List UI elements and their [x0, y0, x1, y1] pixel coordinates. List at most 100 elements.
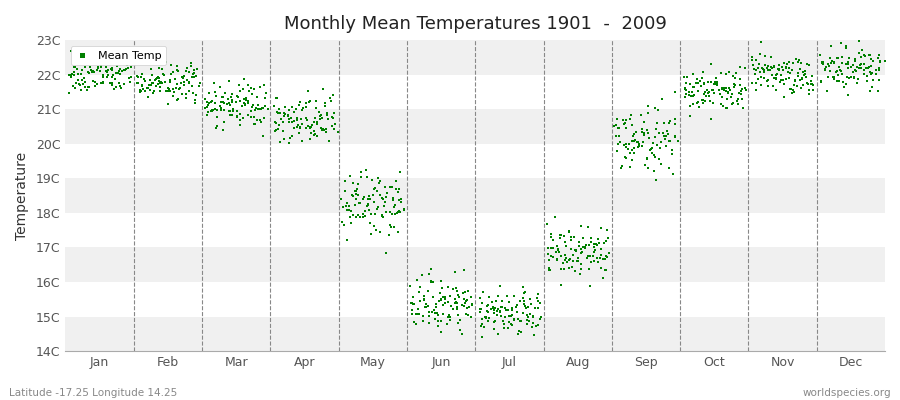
Mean Temp [695, 97, 709, 103]
Mean Temp [476, 289, 491, 295]
Mean Temp [744, 57, 759, 63]
Mean Temp [859, 65, 873, 72]
Mean Temp [593, 224, 608, 231]
Mean Temp [618, 154, 633, 161]
Mean Temp [683, 103, 698, 109]
Mean Temp [365, 192, 380, 198]
Mean Temp [521, 304, 535, 310]
Mean Temp [631, 139, 645, 145]
Mean Temp [738, 65, 752, 71]
Mean Temp [178, 91, 193, 97]
Mean Temp [718, 88, 733, 94]
Mean Temp [769, 75, 783, 82]
Mean Temp [138, 78, 152, 84]
Mean Temp [443, 314, 457, 320]
Mean Temp [317, 126, 331, 133]
Mean Temp [176, 82, 191, 88]
Mean Temp [389, 186, 403, 193]
Mean Temp [414, 272, 428, 278]
Mean Temp [850, 76, 865, 82]
Mean Temp [214, 105, 229, 111]
Mean Temp [206, 80, 220, 86]
Mean Temp [313, 125, 328, 132]
Mean Temp [72, 81, 86, 88]
Mean Temp [531, 291, 545, 298]
Mean Temp [562, 228, 576, 234]
Mean Temp [336, 204, 350, 210]
Mean Temp [840, 74, 854, 80]
Mean Temp [464, 302, 479, 308]
Mean Temp [843, 74, 858, 80]
Mean Temp [781, 69, 796, 75]
Mean Temp [699, 86, 714, 93]
Mean Temp [804, 78, 818, 85]
Mean Temp [420, 303, 435, 310]
Mean Temp [310, 119, 324, 125]
Mean Temp [732, 90, 746, 96]
Mean Temp [458, 300, 473, 306]
Mean Temp [182, 80, 196, 86]
Mean Temp [736, 105, 751, 111]
Mean Temp [845, 62, 859, 68]
Mean Temp [86, 69, 101, 75]
Mean Temp [94, 62, 108, 68]
Mean Temp [542, 267, 556, 273]
Mean Temp [244, 108, 258, 115]
Mean Temp [678, 86, 692, 92]
Mean Temp [364, 211, 378, 217]
Mean Temp [82, 84, 96, 91]
Mean Temp [135, 83, 149, 90]
Mean Temp [642, 135, 656, 141]
Mean Temp [338, 188, 353, 195]
Mean Temp [267, 127, 282, 134]
Mean Temp [146, 80, 160, 87]
Y-axis label: Temperature: Temperature [15, 152, 29, 240]
Mean Temp [751, 76, 765, 82]
Mean Temp [96, 80, 111, 86]
Mean Temp [327, 126, 341, 132]
Mean Temp [302, 125, 317, 131]
Mean Temp [486, 326, 500, 332]
Mean Temp [456, 267, 471, 273]
Mean Temp [864, 62, 878, 69]
Mean Temp [166, 93, 180, 99]
Mean Temp [108, 76, 122, 82]
Mean Temp [560, 258, 574, 265]
Mean Temp [383, 209, 398, 215]
Mean Temp [615, 163, 629, 169]
Mean Temp [565, 258, 580, 264]
Mean Temp [797, 68, 812, 74]
Mean Temp [170, 67, 184, 74]
Mean Temp [275, 128, 290, 134]
Mean Temp [208, 89, 222, 96]
Mean Temp [693, 78, 707, 84]
Mean Temp [236, 86, 250, 92]
Mean Temp [734, 88, 748, 94]
Mean Temp [706, 90, 721, 96]
Mean Temp [531, 322, 545, 329]
Mean Temp [852, 49, 867, 56]
Mean Temp [238, 101, 252, 108]
Mean Temp [366, 223, 381, 230]
Mean Temp [382, 232, 396, 238]
Mean Temp [427, 306, 441, 313]
Mean Temp [373, 180, 387, 186]
Mean Temp [78, 64, 93, 70]
Mean Temp [406, 301, 420, 307]
Mean Temp [562, 256, 577, 262]
Mean Temp [793, 77, 807, 84]
Mean Temp [225, 99, 239, 105]
Mean Temp [234, 103, 248, 110]
Mean Temp [491, 293, 506, 299]
Mean Temp [633, 142, 647, 148]
Mean Temp [718, 84, 733, 91]
Mean Temp [209, 93, 223, 99]
Mean Temp [520, 312, 535, 318]
Mean Temp [351, 181, 365, 187]
Mean Temp [108, 69, 122, 76]
Mean Temp [690, 88, 705, 94]
Mean Temp [344, 220, 358, 226]
Mean Temp [187, 70, 202, 76]
Mean Temp [373, 229, 387, 235]
Mean Temp [696, 97, 710, 103]
